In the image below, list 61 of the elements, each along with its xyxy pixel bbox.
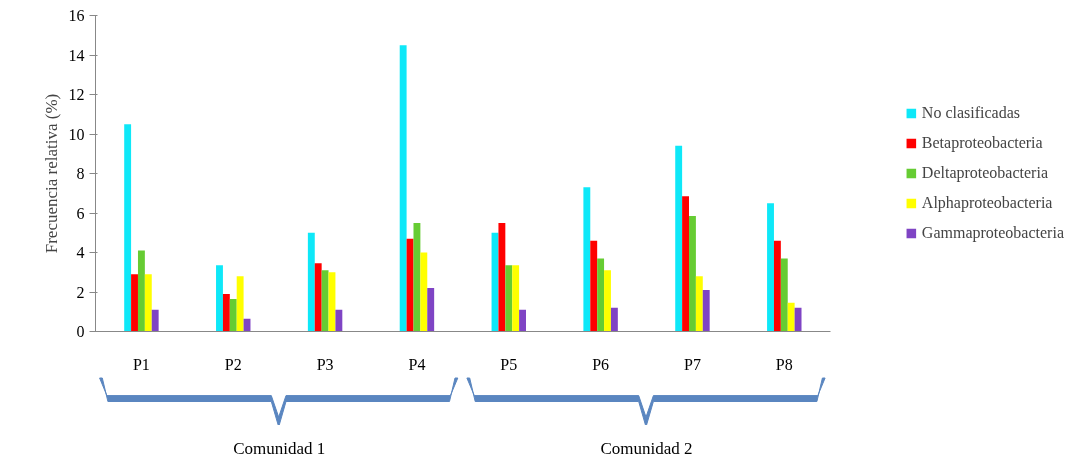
bar <box>131 274 138 332</box>
bar <box>773 240 781 332</box>
x-tick-label: P2 <box>224 355 242 373</box>
bar <box>787 302 795 332</box>
x-tick-label: P6 <box>592 355 610 373</box>
bar <box>413 222 421 332</box>
bar <box>597 258 605 332</box>
legend-label: Deltaproteobacteria <box>921 164 1048 182</box>
bar <box>604 270 611 332</box>
y-tick-label: 4 <box>76 244 85 261</box>
bar <box>498 222 506 332</box>
bar <box>144 274 152 332</box>
bar <box>512 265 520 332</box>
x-tick-label: P4 <box>408 355 426 373</box>
x-tick-label: P8 <box>775 355 793 373</box>
bar <box>689 215 696 332</box>
bar <box>307 232 315 332</box>
bar <box>216 265 223 332</box>
x-tick-label: P7 <box>684 355 701 373</box>
text: Comunidad 2 <box>600 438 693 458</box>
bar <box>420 252 428 332</box>
bar <box>702 290 710 332</box>
bar <box>767 203 774 332</box>
legend-label: Gammaproteobacteria <box>921 224 1064 242</box>
bar <box>427 288 435 332</box>
y-tick-label: 14 <box>68 46 85 64</box>
bar <box>675 145 683 332</box>
legend-label: Alphaproteobacteria <box>921 194 1053 212</box>
y-tick-label: 0 <box>76 323 85 340</box>
bar <box>610 307 618 332</box>
legend-label: Betaproteobacteria <box>921 134 1043 152</box>
bar <box>583 187 591 332</box>
legend-label: No clasificadas <box>921 104 1021 122</box>
x-tick-label: P5 <box>500 355 518 373</box>
bar <box>794 307 802 332</box>
y-tick-label: 2 <box>76 283 85 301</box>
bar <box>314 263 322 332</box>
text: Comunidad 1 <box>233 438 326 458</box>
bar <box>335 309 343 332</box>
bar <box>695 276 703 332</box>
bar <box>399 45 407 332</box>
bar <box>229 298 237 332</box>
bar <box>590 240 598 332</box>
x-tick-label: P3 <box>316 355 334 373</box>
y-tick-label: 12 <box>68 86 85 103</box>
bar <box>137 250 145 332</box>
bar <box>505 265 513 332</box>
bar <box>124 124 132 332</box>
y-tick-label: 6 <box>76 204 85 222</box>
bar <box>321 270 329 332</box>
x-tick-label: P1 <box>132 355 150 373</box>
y-tick-label: 16 <box>68 7 85 24</box>
bar <box>519 309 526 332</box>
y-tick-label: 10 <box>68 125 85 143</box>
y-tick-label: 8 <box>76 165 85 182</box>
bar <box>236 276 244 332</box>
bar <box>780 258 788 332</box>
bar <box>682 196 690 332</box>
bar <box>222 293 230 332</box>
bar <box>151 309 159 332</box>
y-axis-title: Frecuencia relativa (%) <box>41 93 61 254</box>
